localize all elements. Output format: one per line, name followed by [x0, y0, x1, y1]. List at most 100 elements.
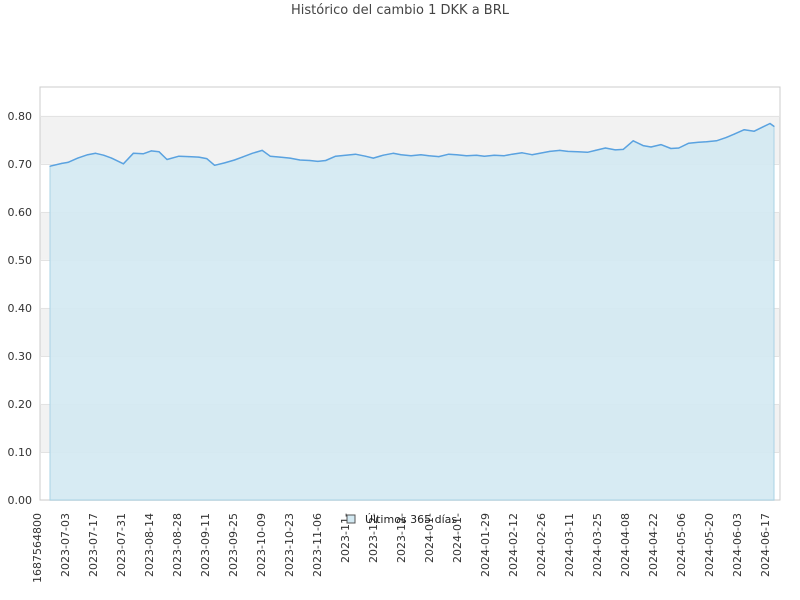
- data-point: [642, 145, 644, 147]
- data-point: [233, 159, 236, 161]
- data-point: [511, 153, 513, 155]
- x-tick-label: 2024-05-06: [675, 513, 688, 577]
- x-tick-label: 2023-10-23: [283, 513, 296, 577]
- x-tick-label: 2024-06-17: [759, 513, 772, 577]
- data-point: [269, 155, 271, 157]
- x-tick-label: 2024-01-: [423, 513, 436, 563]
- data-point: [761, 126, 763, 128]
- x-tick-label: 2023-09-25: [227, 513, 240, 577]
- y-tick-label: 0.00: [8, 494, 33, 507]
- data-point: [604, 147, 607, 149]
- data-point: [214, 164, 216, 166]
- data-point: [309, 159, 311, 162]
- data-point: [103, 154, 105, 156]
- y-tick-label: 0.20: [8, 398, 33, 411]
- data-point: [475, 154, 478, 156]
- data-point: [549, 150, 551, 152]
- x-tick-label: 2023-11-06: [311, 513, 324, 577]
- legend: Últimos 365 días: [346, 513, 457, 526]
- data-point: [594, 149, 597, 151]
- data-point: [743, 129, 745, 131]
- data-point: [345, 154, 347, 156]
- data-point: [456, 154, 458, 156]
- x-tick-label: 2024-02-26: [535, 513, 548, 577]
- data-point: [325, 159, 327, 162]
- data-point: [392, 152, 394, 154]
- x-tick-label: 2024-02-12: [507, 513, 520, 577]
- data-point: [61, 162, 63, 164]
- data-point: [586, 151, 589, 153]
- data-point: [372, 157, 374, 159]
- data-point: [493, 154, 495, 156]
- data-point: [178, 155, 180, 157]
- data-point: [660, 144, 662, 146]
- x-tick-label: 2023-07-03: [59, 513, 72, 577]
- x-tick-label: 2023-07-31: [115, 513, 128, 577]
- data-point: [632, 140, 634, 142]
- x-tick-label: 2024-01-: [451, 513, 464, 563]
- data-point: [769, 122, 771, 125]
- data-point: [241, 156, 243, 158]
- data-point: [158, 151, 160, 153]
- legend-label: Últimos 365 días: [365, 513, 457, 526]
- y-tick-label: 0.60: [8, 206, 33, 219]
- x-tick-label: 2023-08-14: [143, 513, 156, 577]
- data-point: [150, 150, 152, 152]
- x-tick-label: 2023-08-28: [171, 513, 184, 577]
- data-point: [289, 157, 291, 159]
- data-point: [465, 155, 468, 157]
- x-tick-label: 1687564800: [31, 513, 44, 583]
- y-tick-label: 0.40: [8, 302, 33, 315]
- data-point: [725, 136, 728, 138]
- data-point: [279, 156, 281, 158]
- x-tick-label: 2023-09-11: [199, 513, 212, 577]
- data-point: [132, 152, 134, 154]
- x-tick-label: 2024-04-08: [619, 513, 632, 577]
- data-point: [483, 155, 485, 157]
- data-point: [428, 155, 430, 157]
- data-point: [448, 153, 450, 155]
- data-point: [715, 140, 718, 142]
- data-point: [122, 163, 124, 165]
- data-point: [166, 158, 168, 161]
- data-point: [650, 146, 652, 148]
- data-point: [224, 162, 226, 164]
- y-tick-label: 0.10: [8, 446, 33, 459]
- data-point: [251, 152, 253, 154]
- data-point: [317, 160, 319, 162]
- data-point: [364, 155, 366, 157]
- data-point: [410, 155, 412, 157]
- x-tick-label: 2023-12-: [395, 513, 408, 563]
- data-point: [539, 152, 541, 154]
- data-point: [67, 161, 69, 163]
- data-point: [95, 152, 97, 154]
- data-point: [567, 150, 569, 152]
- y-tick-label: 0.80: [8, 110, 33, 123]
- data-point: [678, 147, 680, 149]
- data-point: [622, 148, 624, 150]
- legend-swatch: [346, 514, 356, 524]
- x-tick-label: 2024-04-22: [647, 513, 660, 577]
- data-point: [521, 152, 523, 154]
- x-tick-label: 2023-12-: [367, 513, 380, 563]
- x-tick-label: 2024-06-03: [731, 513, 744, 577]
- data-point: [531, 154, 533, 156]
- data-point: [49, 165, 51, 167]
- data-point: [335, 155, 337, 157]
- data-point: [688, 142, 690, 144]
- data-point: [773, 125, 775, 127]
- data-point: [198, 156, 200, 158]
- y-tick-label: 0.50: [8, 254, 33, 267]
- x-tick-label: 2024-03-25: [591, 513, 604, 577]
- data-point: [733, 133, 735, 135]
- y-tick-label: 0.30: [8, 350, 33, 363]
- data-point: [87, 154, 89, 156]
- data-point: [559, 149, 561, 151]
- data-point: [400, 154, 402, 156]
- data-point: [382, 154, 384, 156]
- data-point: [206, 158, 208, 160]
- data-point: [77, 157, 79, 159]
- x-tick-label: 2024-01-29: [479, 513, 492, 577]
- data-point: [614, 149, 616, 151]
